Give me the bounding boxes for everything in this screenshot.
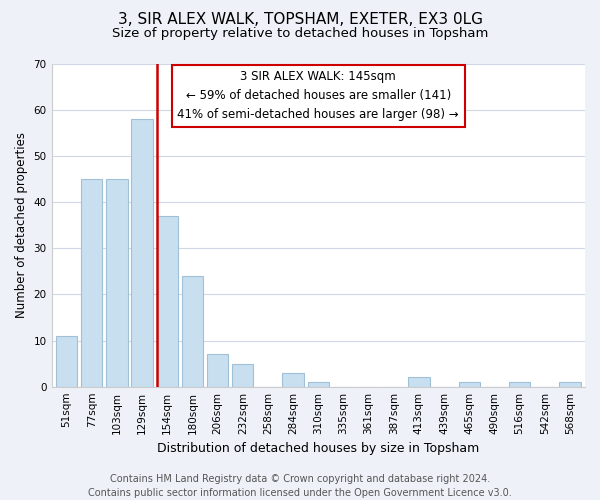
Bar xyxy=(157,216,178,386)
Bar xyxy=(81,179,103,386)
Bar xyxy=(56,336,77,386)
Bar xyxy=(509,382,530,386)
Bar xyxy=(207,354,229,386)
Y-axis label: Number of detached properties: Number of detached properties xyxy=(15,132,28,318)
Text: Contains HM Land Registry data © Crown copyright and database right 2024.
Contai: Contains HM Land Registry data © Crown c… xyxy=(88,474,512,498)
X-axis label: Distribution of detached houses by size in Topsham: Distribution of detached houses by size … xyxy=(157,442,479,455)
Bar xyxy=(308,382,329,386)
Bar xyxy=(283,373,304,386)
Bar xyxy=(106,179,128,386)
Text: 3 SIR ALEX WALK: 145sqm
← 59% of detached houses are smaller (141)
41% of semi-d: 3 SIR ALEX WALK: 145sqm ← 59% of detache… xyxy=(178,70,459,122)
Bar xyxy=(408,378,430,386)
Text: 3, SIR ALEX WALK, TOPSHAM, EXETER, EX3 0LG: 3, SIR ALEX WALK, TOPSHAM, EXETER, EX3 0… xyxy=(118,12,482,28)
Bar xyxy=(559,382,581,386)
Bar xyxy=(131,120,153,386)
Bar xyxy=(232,364,253,386)
Bar xyxy=(458,382,480,386)
Text: Size of property relative to detached houses in Topsham: Size of property relative to detached ho… xyxy=(112,28,488,40)
Bar xyxy=(182,276,203,386)
